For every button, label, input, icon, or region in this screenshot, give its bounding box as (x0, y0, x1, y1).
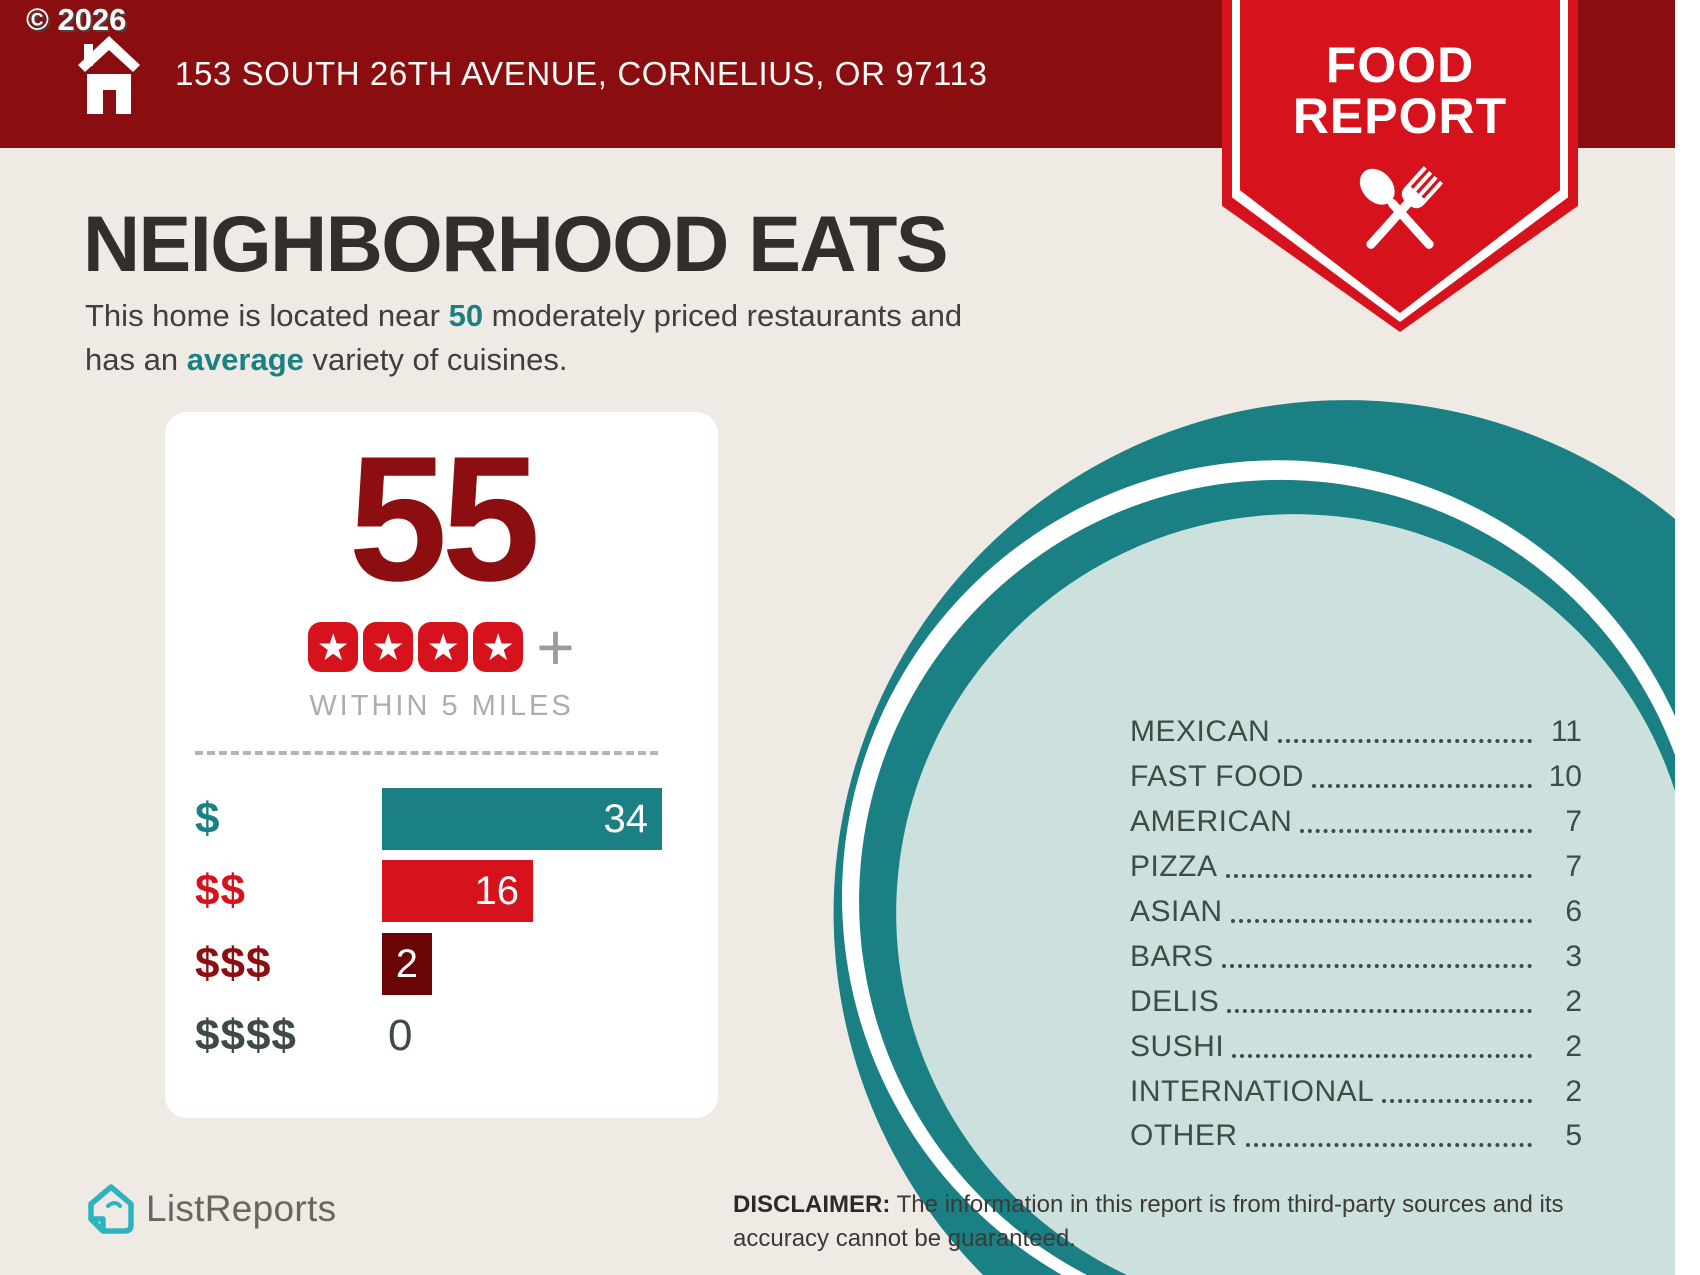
restaurant-stat-card: 55 ★ ★ ★ ★ + WITHIN 5 MILES $ 34 $$ 16 $$$ 2… (165, 412, 718, 1118)
plus-sign: + (536, 610, 575, 684)
category-label: MEXICAN (1130, 715, 1271, 749)
category-label: ASIAN (1130, 895, 1223, 928)
dotted-leader (1278, 739, 1532, 744)
listreports-house-icon (88, 1184, 134, 1234)
restaurant-count: 55 (348, 419, 541, 618)
dashed-divider (195, 751, 658, 755)
category-row: PIZZA 7 (1130, 845, 1582, 890)
category-value: 2 (1565, 1074, 1582, 1108)
price-label: $$$ (195, 939, 272, 988)
category-value: 10 (1548, 760, 1582, 794)
disclaimer-line1: The information in this report is from t… (890, 1191, 1564, 1218)
intro-segment: variety of cuisines. (303, 342, 568, 377)
category-label: SUSHI (1130, 1029, 1225, 1063)
variety-highlight: average (186, 342, 304, 377)
category-value: 3 (1565, 939, 1582, 973)
property-address: 153 SOUTH 26TH AVENUE, CORNELIUS, OR 971… (175, 55, 988, 92)
dotted-leader (1225, 874, 1532, 879)
price-bar: 0 (388, 1011, 413, 1060)
intro-paragraph: This home is located near 50 moderately … (85, 294, 1135, 382)
page-right-margin (1675, 0, 1700, 1275)
dotted-leader (1232, 1053, 1532, 1058)
star-icon: ★ (308, 622, 359, 672)
category-label: DELIS (1130, 984, 1220, 1018)
category-value: 2 (1565, 984, 1582, 1018)
category-row: FAST FOOD 10 (1130, 755, 1582, 800)
dotted-leader (1311, 784, 1532, 789)
price-bar-row: $$ 16 (165, 860, 718, 922)
price-bar-row: $$$$ 0 (165, 1005, 718, 1067)
price-bar-row: $ 34 (165, 788, 718, 850)
category-row: BARS 3 (1130, 934, 1582, 979)
category-label: FAST FOOD (1130, 760, 1304, 794)
category-row: ASIAN 6 (1130, 890, 1582, 935)
crossed-spoon-fork-icon (1359, 166, 1444, 249)
copyright-text: © 2026 (26, 2, 127, 37)
price-bar-row: $$$ 2 (165, 933, 718, 995)
brand-name: ListReports (146, 1188, 337, 1229)
badge-title-line1: FOOD (1325, 37, 1475, 93)
price-label: $$$$ (195, 1011, 297, 1060)
category-value: 6 (1565, 895, 1582, 928)
restaurant-count-inline: 50 (448, 298, 484, 333)
ring-light-fill (896, 514, 1675, 1275)
category-label: BARS (1130, 939, 1214, 973)
category-value: 5 (1565, 1119, 1582, 1153)
dotted-leader (1221, 963, 1532, 968)
category-label: AMERICAN (1130, 805, 1293, 839)
category-label: PIZZA (1130, 850, 1218, 884)
category-label: INTERNATIONAL (1130, 1074, 1375, 1108)
dotted-leader (1245, 1143, 1532, 1148)
star-icon: ★ (363, 622, 414, 672)
listreports-logo: ListReports (88, 1184, 336, 1234)
radius-label: WITHIN 5 MILES (309, 690, 574, 722)
category-row: SUSHI 2 (1130, 1024, 1582, 1069)
disclaimer-line2: accuracy cannot be guaranteed. (733, 1225, 1076, 1252)
category-value: 11 (1550, 715, 1582, 749)
price-bar: 2 (382, 933, 432, 995)
category-row: AMERICAN 7 (1130, 800, 1582, 845)
category-row: DELIS 2 (1130, 979, 1582, 1024)
star-row: ★ ★ ★ ★ + (165, 610, 718, 684)
dotted-leader (1382, 1098, 1532, 1103)
category-row: MEXICAN 11 (1130, 710, 1582, 755)
dotted-leader (1300, 829, 1532, 834)
category-list: MEXICAN 11 FAST FOOD 10 AMERICAN 7 PIZZA 7 ASIAN… (1130, 710, 1582, 1159)
category-value: 7 (1565, 850, 1582, 884)
intro-segment: moderately priced restaurants and (483, 298, 963, 333)
category-value: 7 (1565, 805, 1582, 839)
home-icon (78, 36, 140, 114)
price-label: $ (195, 794, 221, 843)
category-row: INTERNATIONAL 2 (1130, 1069, 1582, 1114)
badge-title: FOOD REPORT (1222, 40, 1578, 142)
dotted-leader (1230, 919, 1532, 923)
disclaimer-label: DISCLAIMER: (733, 1191, 891, 1218)
intro-segment: has an (85, 342, 187, 377)
food-report-badge: FOOD REPORT (1222, 0, 1578, 332)
category-value: 2 (1565, 1029, 1582, 1063)
dotted-leader (1227, 1008, 1532, 1013)
page-title: NEIGHBORHOOD EATS (83, 199, 949, 288)
price-bar: 16 (382, 860, 533, 922)
category-row: OTHER 5 (1130, 1114, 1582, 1159)
badge-title-line2: REPORT (1292, 88, 1508, 144)
category-label: OTHER (1130, 1119, 1238, 1153)
price-label: $$ (195, 866, 246, 915)
star-icon: ★ (473, 622, 524, 672)
intro-segment: This home is located near (85, 298, 449, 333)
star-icon: ★ (418, 622, 469, 672)
price-bar: 34 (382, 788, 662, 850)
disclaimer-text: DISCLAIMER: The information in this repo… (733, 1188, 1593, 1256)
